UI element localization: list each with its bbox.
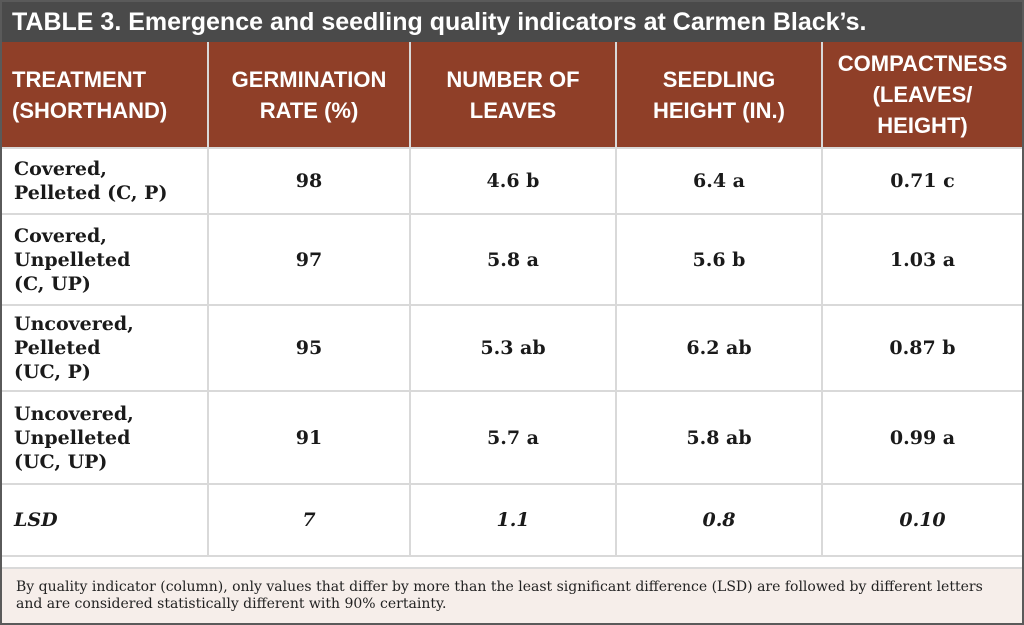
table-title: TABLE 3. Emergence and seedling quality … (2, 2, 1022, 42)
leaves-cell: 5.8 a (409, 213, 617, 306)
table-row: Uncovered, Unpelleted (UC, UP) 91 5.7 a … (2, 390, 1022, 485)
treatment-cell: Uncovered, Pelleted (UC, P) (2, 304, 209, 392)
compactness-cell: 0.99 a (821, 390, 1022, 485)
table-number: TABLE 3. (12, 8, 122, 36)
height-cell: 5.8 ab (615, 390, 823, 485)
header-treatment: TREATMENT (SHORTHAND) (2, 42, 209, 149)
treatment-cell: Covered, Unpelleted (C, UP) (2, 213, 209, 306)
header-height: SEEDLING HEIGHT (IN.) (615, 42, 823, 149)
leaves-cell: 5.3 ab (409, 304, 617, 392)
lsd-row: LSD 7 1.1 0.8 0.10 (2, 483, 1022, 557)
germination-cell: 95 (207, 304, 411, 392)
germination-cell: 91 (207, 390, 411, 485)
height-cell: 6.4 a (615, 147, 823, 215)
lsd-height: 0.8 (615, 483, 823, 557)
header-row: TREATMENT (SHORTHAND) GERMINATION RATE (… (2, 42, 1022, 149)
compactness-cell: 1.03 a (821, 213, 1022, 306)
height-cell: 6.2 ab (615, 304, 823, 392)
lsd-leaves: 1.1 (409, 483, 617, 557)
data-table: TREATMENT (SHORTHAND) GERMINATION RATE (… (2, 42, 1022, 557)
compactness-cell: 0.71 c (821, 147, 1022, 215)
treatment-cell: Covered, Pelleted (C, P) (2, 147, 209, 215)
table-row: Uncovered, Pelleted (UC, P) 95 5.3 ab 6.… (2, 304, 1022, 392)
lsd-germination: 7 (207, 483, 411, 557)
lsd-label: LSD (2, 483, 209, 557)
leaves-cell: 5.7 a (409, 390, 617, 485)
header-germination: GERMINATION RATE (%) (207, 42, 411, 149)
treatment-cell: Uncovered, Unpelleted (UC, UP) (2, 390, 209, 485)
leaves-cell: 4.6 b (409, 147, 617, 215)
height-cell: 5.6 b (615, 213, 823, 306)
table-row: Covered, Pelleted (C, P) 98 4.6 b 6.4 a … (2, 147, 1022, 215)
lsd-compactness: 0.10 (821, 483, 1022, 557)
header-leaves: NUMBER OF LEAVES (409, 42, 617, 149)
table-footnote: By quality indicator (column), only valu… (2, 567, 1022, 623)
germination-cell: 98 (207, 147, 411, 215)
table-row: Covered, Unpelleted (C, UP) 97 5.8 a 5.6… (2, 213, 1022, 306)
germination-cell: 97 (207, 213, 411, 306)
header-compactness: COMPACTNESS (LEAVES/ HEIGHT) (821, 42, 1022, 149)
table-title-text: Emergence and seedling quality indicator… (128, 8, 867, 36)
compactness-cell: 0.87 b (821, 304, 1022, 392)
